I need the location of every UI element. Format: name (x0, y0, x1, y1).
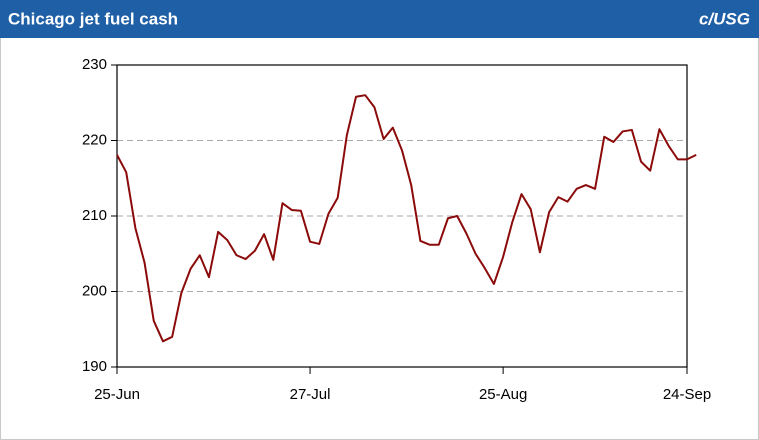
y-tick-label: 220 (82, 131, 107, 148)
plot-frame (116, 64, 688, 368)
x-tick-label: 24-Sep (663, 386, 711, 403)
y-tick-label: 200 (82, 282, 107, 299)
y-tick-label: 230 (82, 56, 107, 73)
header-bar (0, 0, 759, 38)
x-tick-label: 25-Jun (94, 386, 140, 403)
line-series (116, 94, 697, 343)
y-tick-label: 190 (82, 358, 107, 375)
x-tick-label: 25-Aug (479, 386, 527, 403)
chart-title: Chicago jet fuel cash (8, 9, 178, 28)
y-tick-label: 210 (82, 207, 107, 224)
unit-label: c/USG (699, 9, 750, 28)
x-tick-label: 27-Jul (290, 386, 331, 403)
